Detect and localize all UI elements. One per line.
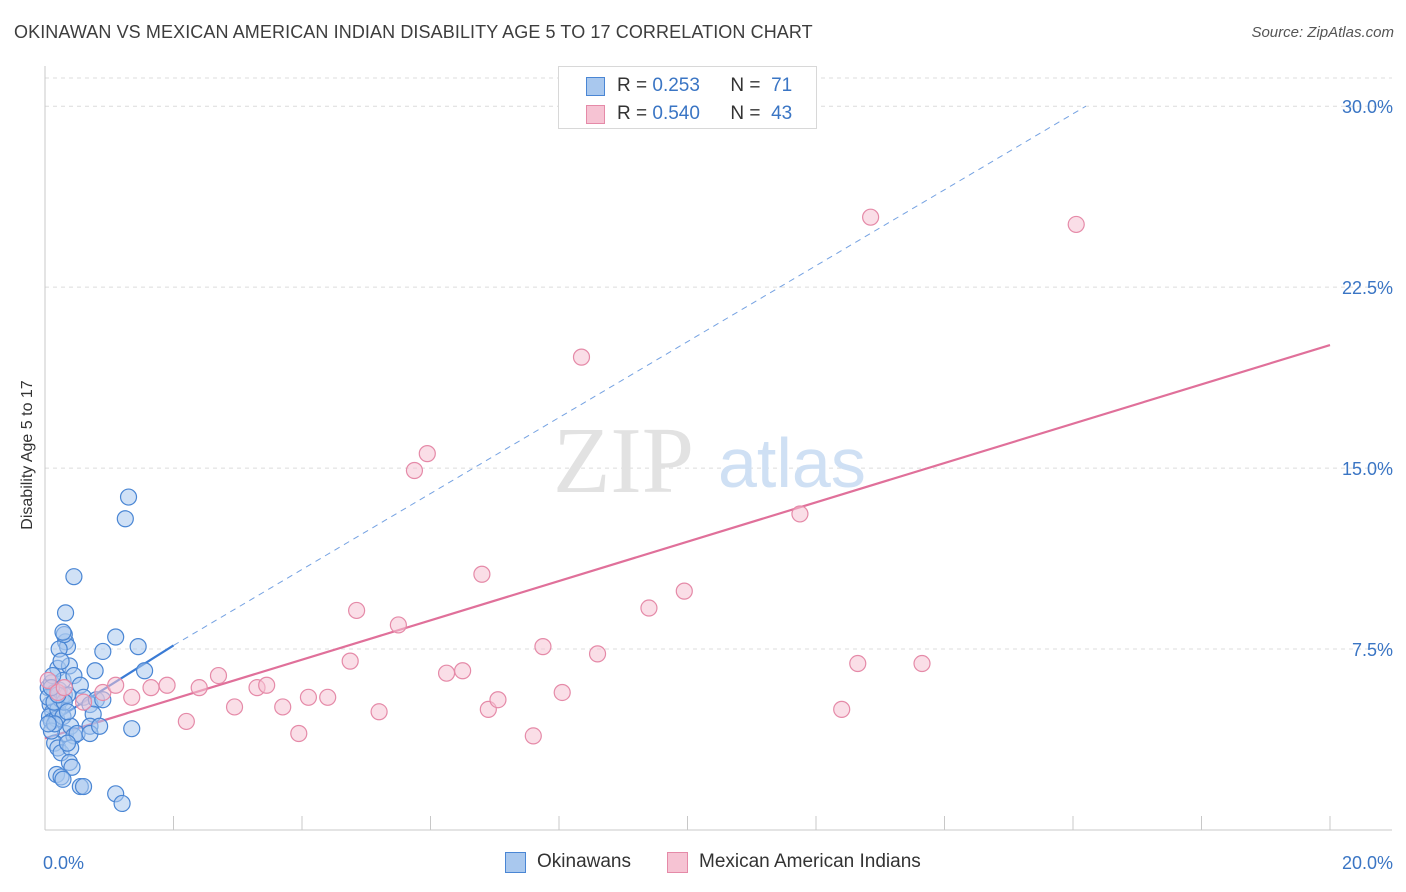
n-label: N =	[730, 75, 761, 96]
gridlines	[45, 77, 1392, 650]
y-tick-label: 22.5%	[1342, 278, 1393, 298]
mexican-american-indian-point	[74, 693, 93, 711]
mexican-american-indian-point	[348, 601, 366, 620]
okinawan-point	[107, 628, 125, 646]
correlation-legend: R = 0.253 N = 71 R = 0.540 N = 43	[558, 66, 817, 129]
okinawan-point	[129, 638, 147, 656]
okinawan-point	[113, 794, 131, 813]
mexican-american-indian-point	[849, 654, 867, 673]
y-tick-label: 15.0%	[1342, 459, 1393, 479]
mexican-american-indian-point	[553, 683, 571, 702]
mexican-american-indian-point	[142, 679, 160, 697]
mexican-american-indian-point	[107, 676, 125, 694]
mexican-american-indian-point	[437, 664, 456, 682]
legend-swatch-pink	[667, 851, 688, 873]
legend-swatch-pink	[586, 104, 605, 124]
n-value: 71	[771, 75, 793, 96]
r-label: R =	[617, 103, 648, 124]
okinawan-point	[58, 703, 77, 721]
okinawan-point	[116, 510, 134, 528]
mexican-american-indian-point	[225, 698, 244, 716]
legend-label: Mexican American Indians	[699, 851, 921, 872]
r-value: 0.253	[652, 75, 700, 96]
watermark-zip: ZIP	[553, 409, 694, 513]
mexican-american-indian-point	[640, 599, 658, 617]
okinawan-point	[54, 770, 72, 788]
mexican-american-indian-point	[473, 565, 491, 583]
mexican-american-indian-point	[341, 652, 359, 670]
mexican-american-indian-point	[370, 703, 388, 721]
mexican-american-indian-point	[389, 616, 407, 634]
okinawan-trend-extension	[173, 105, 1087, 646]
okinawan-point	[39, 715, 57, 733]
mexican-american-indian-point	[913, 654, 931, 673]
okinawan-point	[86, 662, 104, 680]
mexican-american-indian-point	[524, 727, 542, 745]
mexican-american-indian-point	[158, 676, 176, 694]
mexican-american-indian-point	[791, 505, 809, 523]
series-legend: Okinawans Mexican American Indians	[0, 851, 1406, 877]
okinawan-point	[54, 623, 72, 641]
legend-row-okinawans: R = 0.253 N = 71	[559, 71, 792, 101]
y-tick-label: 30.0%	[1342, 97, 1393, 117]
data-points	[39, 208, 1085, 813]
okinawan-point	[56, 604, 75, 622]
y-tick-label: 7.5%	[1352, 640, 1393, 660]
mexican-american-indian-point	[258, 676, 276, 694]
mexican-american-indian-point	[209, 666, 228, 685]
mexican-american-indian-point	[39, 671, 57, 690]
mexican-american-indian-point	[418, 445, 436, 463]
source-label: Source: ZipAtlas.com	[1251, 24, 1394, 41]
legend-swatch-blue	[505, 851, 526, 873]
okinawan-point	[58, 734, 77, 752]
legend-label: Okinawans	[537, 851, 631, 872]
okinawan-point	[74, 777, 93, 796]
tick-labels: 7.5% 15.0% 22.5% 30.0% 0.0% 20.0%	[43, 97, 1393, 873]
r-value: 0.540	[652, 103, 700, 124]
mexican-american-indian-point	[290, 724, 308, 743]
okinawan-point	[123, 720, 141, 738]
mexican-american-indian-point	[1067, 215, 1085, 234]
legend-item-okinawans[interactable]: Okinawans	[505, 851, 631, 873]
mexican-american-indian-point	[534, 638, 552, 656]
x-tick-label: 20.0%	[1342, 853, 1393, 873]
okinawan-point	[52, 652, 70, 670]
mexican-american-indian-point	[588, 645, 607, 663]
mexican-american-indian-point	[274, 698, 292, 716]
mexican-american-indian-point	[177, 712, 195, 731]
chart-title: OKINAWAN VS MEXICAN AMERICAN INDIAN DISA…	[14, 22, 813, 42]
mexican-american-indian-point	[55, 679, 73, 697]
mexican-american-indian-point	[572, 348, 591, 366]
watermark-atlas: atlas	[718, 424, 866, 502]
legend-row-mexican-american-indians: R = 0.540 N = 43	[559, 99, 792, 129]
okinawan-point	[135, 662, 154, 680]
legend-item-mexican-american-indians[interactable]: Mexican American Indians	[667, 851, 921, 873]
r-label: R =	[617, 75, 648, 96]
okinawan-point	[94, 642, 112, 661]
mexican-american-indian-point	[675, 582, 693, 600]
x-tick-label: 0.0%	[43, 853, 84, 873]
mexican-american-indian-point	[454, 662, 472, 680]
mexican-american-indian-point	[405, 461, 424, 480]
mexican-american-indian-trend-line	[44, 343, 1331, 740]
okinawan-point	[119, 488, 138, 506]
legend-swatch-blue	[586, 76, 605, 96]
mexican-american-indian-point	[94, 683, 112, 702]
mexican-american-indian-point	[299, 688, 318, 706]
mexican-american-indian-point	[190, 679, 208, 697]
mexican-american-indian-point	[319, 688, 337, 706]
mexican-american-indian-point	[123, 688, 141, 706]
okinawan-point	[91, 717, 109, 735]
okinawan-point	[65, 568, 83, 586]
mexican-american-indian-point	[833, 700, 851, 718]
n-label: N =	[730, 103, 761, 124]
okinawan-point	[63, 758, 81, 776]
mexican-american-indian-point	[862, 208, 880, 226]
mexican-american-indian-point	[489, 691, 507, 709]
n-value: 43	[771, 103, 793, 124]
